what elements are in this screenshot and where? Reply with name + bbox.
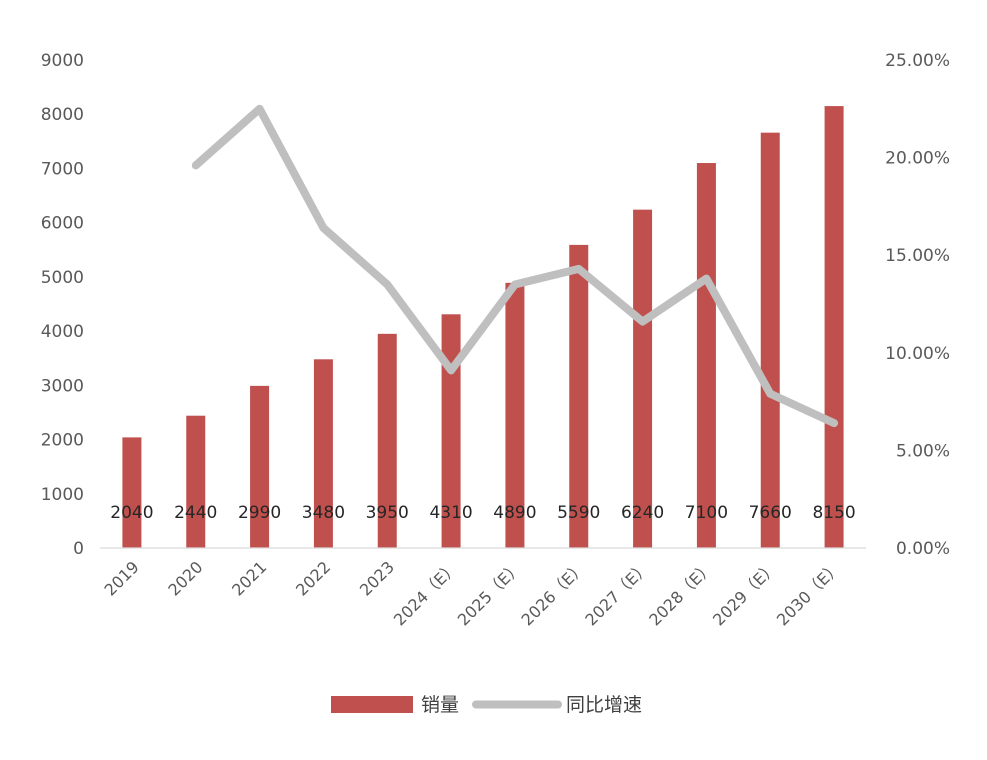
y-left-tick-label: 0 [73, 539, 84, 559]
x-tick-labels: 2019 2020 2021 2022 20232024（E）2025（E）2026（E… [101, 557, 845, 629]
bar-2029 [760, 132, 780, 548]
bar-2025 [505, 282, 525, 548]
x-tick-label: 2029（E） [709, 557, 781, 629]
bar-data-label: 8150 [812, 503, 855, 523]
bar-data-label: 3480 [302, 503, 345, 523]
y-left-tick-label: 2000 [41, 431, 84, 451]
bar-data-label: 3950 [366, 503, 409, 523]
y-right-tick-label: 15.00% [885, 246, 950, 266]
y-left-tick-label: 5000 [41, 268, 84, 288]
bar-data-label: 4310 [429, 503, 472, 523]
x-tick-label: 2023 [356, 557, 398, 599]
legend: 销量 同比增速 [331, 694, 642, 716]
legend-swatch-sales [331, 696, 413, 713]
x-tick-label: 2030（E） [773, 557, 845, 629]
bar-2027 [633, 209, 653, 549]
y-right-tick-label: 25.00% [885, 51, 950, 71]
bar-2026 [569, 244, 589, 549]
x-tick-label: 2021 [228, 557, 270, 599]
bar-2022 [313, 359, 333, 548]
x-tick-label: 2026（E） [518, 557, 590, 629]
bar-2024 [441, 314, 461, 548]
x-tick-label: 2020 [164, 557, 206, 599]
x-tick-label: 2022 [292, 557, 334, 599]
legend-label-sales: 销量 [421, 694, 459, 716]
bar-data-label: 2440 [174, 503, 217, 523]
y-left-tick-label: 1000 [41, 485, 84, 505]
line-series-growth [191, 104, 839, 428]
bar-data-label: 4890 [493, 503, 536, 523]
y-right-tick-label: 0.00% [896, 539, 950, 559]
y-right-tick-label: 20.00% [885, 149, 950, 169]
y-left-tick-label: 6000 [41, 214, 84, 234]
bar-data-label: 2040 [110, 503, 153, 523]
left-y-axis: 0 1000 2000 3000 4000 5000 6000 7000 8000 9000 [41, 51, 84, 559]
y-left-tick-label: 4000 [41, 322, 84, 342]
y-left-tick-label: 3000 [41, 376, 84, 396]
bar-data-label: 6240 [621, 503, 664, 523]
right-y-axis: 0.00% 5.00% 10.00% 15.00% 20.00% 25.00% [885, 51, 950, 559]
bar-2021 [250, 385, 270, 548]
bar-data-labels: 2040 2440 2990 3480 3950 4310 4890 5590 6240 7100… [110, 503, 855, 523]
growth-rate-line [191, 104, 839, 428]
x-tick-label: 2028（E） [645, 557, 717, 629]
bar-2019 [122, 437, 142, 548]
y-left-tick-label: 9000 [41, 51, 84, 71]
bar-data-label: 7100 [685, 503, 728, 523]
x-tick-label: 2027（E） [581, 557, 653, 629]
y-left-tick-label: 7000 [41, 159, 84, 179]
x-tick-label: 2019 [101, 557, 143, 599]
y-left-tick-label: 8000 [41, 105, 84, 125]
y-right-tick-label: 10.00% [885, 344, 950, 364]
bar-2020 [186, 415, 206, 548]
x-tick-label: 2024（E） [390, 557, 462, 629]
y-right-tick-label: 5.00% [896, 441, 950, 461]
bar-2030 [824, 106, 844, 548]
bar-series-sales [122, 106, 844, 549]
bar-data-label: 5590 [557, 503, 600, 523]
legend-label-growth: 同比增速 [566, 694, 642, 716]
bar-2028 [696, 163, 716, 548]
bar-2023 [377, 333, 397, 548]
x-tick-label: 2025（E） [454, 557, 526, 629]
bar-data-label: 7660 [749, 503, 792, 523]
bar-data-label: 2990 [238, 503, 281, 523]
